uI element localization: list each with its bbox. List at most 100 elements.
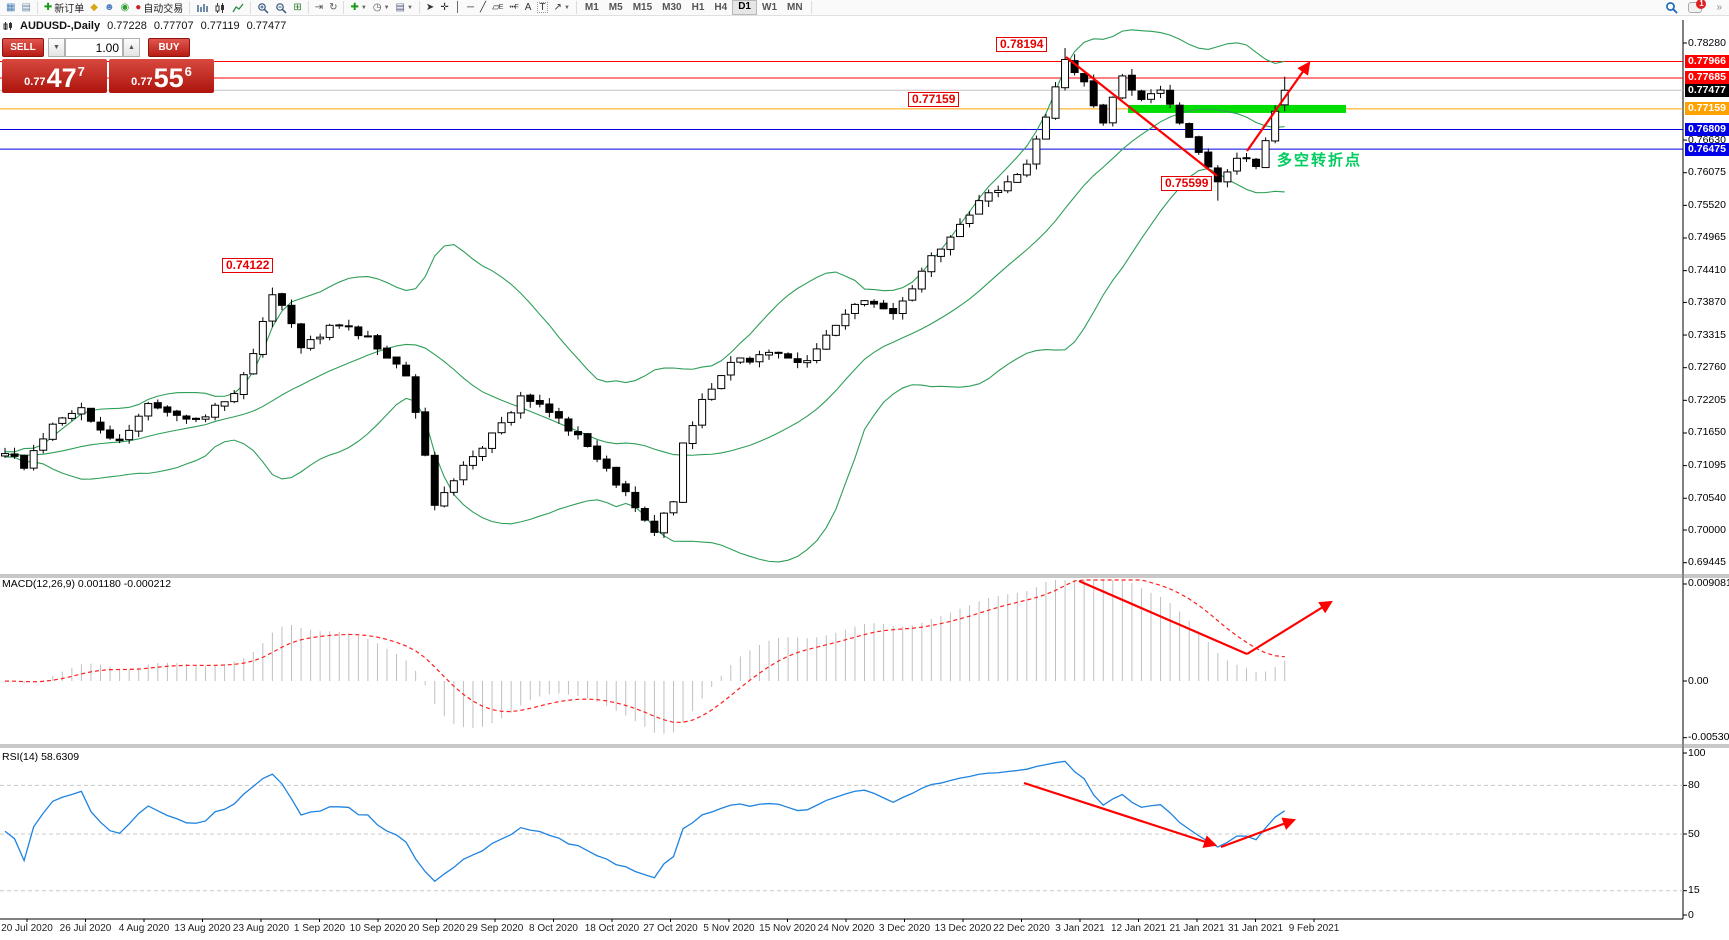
candle-body bbox=[211, 404, 220, 418]
timeframe-d1[interactable]: D1 bbox=[732, 0, 757, 15]
candle bbox=[29, 444, 38, 471]
indicators-button[interactable]: ✚ ▼ bbox=[350, 2, 367, 13]
volume-down-button[interactable]: ▼ bbox=[48, 38, 65, 57]
crosshair-tool[interactable]: ✛ bbox=[440, 2, 449, 13]
price-annotation[interactable]: 0.75599 bbox=[1161, 176, 1213, 191]
new-chart-icon[interactable]: ▦ bbox=[6, 2, 16, 13]
text-tool[interactable]: A bbox=[524, 2, 532, 13]
candle bbox=[574, 426, 582, 440]
candle bbox=[363, 330, 372, 338]
candle-body bbox=[411, 376, 420, 413]
candle bbox=[1213, 165, 1222, 201]
candle-body bbox=[698, 398, 707, 426]
fibonacci-tool[interactable]: ┅ F bbox=[509, 2, 519, 13]
bollinger-lower-band[interactable] bbox=[4, 168, 1285, 563]
macd-trend-arrow[interactable] bbox=[1246, 600, 1333, 655]
candle bbox=[182, 414, 191, 424]
support-zone-rectangle[interactable] bbox=[1128, 104, 1346, 113]
line-chart-icon[interactable] bbox=[229, 1, 247, 14]
buy-button[interactable]: BUY bbox=[148, 38, 190, 57]
candle-body bbox=[58, 417, 67, 424]
rsi-trend-arrow[interactable] bbox=[1023, 781, 1218, 848]
candle bbox=[488, 432, 497, 454]
candle bbox=[1175, 102, 1184, 125]
timeframe-w1[interactable]: W1 bbox=[762, 2, 777, 13]
sell-price-box[interactable]: 0.77 47 7 bbox=[2, 59, 107, 93]
sell-button[interactable]: SELL bbox=[2, 38, 44, 57]
timeframe-m15[interactable]: M15 bbox=[632, 2, 653, 13]
data-window-icon[interactable]: ▤ bbox=[21, 2, 31, 13]
periods-button[interactable]: ◷ ▼ bbox=[372, 2, 390, 13]
zoom-out-icon[interactable] bbox=[272, 1, 290, 14]
timeframe-m30[interactable]: M30 bbox=[662, 2, 682, 13]
timeframe-mn[interactable]: MN bbox=[787, 2, 803, 13]
candle-body bbox=[421, 411, 430, 456]
channel-tool[interactable]: ▱ E bbox=[492, 2, 504, 13]
profile-icon[interactable]: ☻ bbox=[104, 2, 115, 13]
candle bbox=[325, 323, 334, 341]
volume-input[interactable] bbox=[65, 38, 123, 57]
chart-title-bar: AUDUSD-,Daily 0.77228 0.77707 0.77119 0.… bbox=[3, 20, 286, 32]
notifications-icon[interactable]: 1 bbox=[1685, 0, 1707, 14]
bollinger-middle-band[interactable] bbox=[4, 108, 1285, 456]
timeframe-m1[interactable]: M1 bbox=[584, 2, 599, 13]
buy-price-box[interactable]: 0.77 55 6 bbox=[109, 59, 214, 93]
candlestick-chart-icon[interactable] bbox=[211, 1, 229, 14]
bollinger-upper-band[interactable] bbox=[4, 29, 1285, 453]
auto-scroll-icon[interactable]: ↻ bbox=[329, 2, 338, 13]
zoom-in-icon[interactable] bbox=[254, 1, 272, 14]
candle bbox=[373, 334, 382, 356]
sound-icon[interactable]: ◉ bbox=[120, 2, 130, 13]
candle bbox=[277, 292, 286, 311]
candle-body bbox=[1261, 140, 1270, 169]
macd-trend-arrow[interactable] bbox=[1078, 579, 1248, 656]
candle-body bbox=[1108, 96, 1117, 124]
price-annotation[interactable]: 0.77159 bbox=[908, 92, 960, 107]
candle-body bbox=[822, 334, 831, 350]
timeframe-h4[interactable]: H4 bbox=[714, 2, 728, 13]
main-trend-arrow[interactable] bbox=[1065, 56, 1218, 177]
trend-note-text[interactable]: 多空转折点 bbox=[1277, 152, 1363, 169]
tile-windows-icon[interactable]: ⊞ bbox=[293, 2, 302, 13]
candle-body bbox=[488, 432, 497, 449]
main-trend-arrow[interactable] bbox=[1246, 61, 1311, 152]
sell-price-big: 47 bbox=[46, 63, 77, 93]
candle bbox=[640, 506, 649, 522]
timeframe-h1[interactable]: H1 bbox=[691, 2, 705, 13]
vertical-line-tool[interactable]: │ bbox=[454, 2, 461, 13]
price-annotation[interactable]: 0.78194 bbox=[996, 37, 1048, 52]
candle-body bbox=[363, 335, 372, 338]
buy-price-small: 0.77 bbox=[131, 76, 153, 88]
volume-up-button[interactable]: ▲ bbox=[123, 38, 140, 57]
autotrading-button[interactable]: ● 自动交易 bbox=[135, 2, 184, 15]
expert-advisors-icon[interactable]: ◆ bbox=[90, 2, 98, 13]
new-order-button[interactable]: ✚ 新订单 bbox=[43, 2, 85, 15]
candle bbox=[812, 343, 821, 364]
candle-body bbox=[736, 357, 745, 363]
candle bbox=[1061, 48, 1070, 91]
horizontal-line-tool[interactable]: ─ bbox=[466, 2, 475, 13]
candle-body bbox=[1137, 90, 1146, 100]
arrows-tool[interactable]: ↗ ▼ bbox=[553, 2, 570, 13]
candle-body bbox=[621, 483, 630, 493]
templates-button[interactable]: ▤ ▼ bbox=[395, 2, 413, 13]
chart-shift-icon[interactable]: ⇥ bbox=[314, 2, 324, 13]
candle-body bbox=[688, 425, 697, 445]
candle-body bbox=[220, 401, 229, 407]
candle bbox=[1166, 84, 1175, 109]
price-annotation[interactable]: 0.74122 bbox=[222, 258, 274, 273]
timeframe-toolbar: M1 M5 M15 M30 H1 H4 D1 W1 MN bbox=[577, 0, 812, 15]
candle-body bbox=[545, 403, 554, 413]
rsi-trend-arrow[interactable] bbox=[1220, 817, 1297, 849]
label-tool[interactable]: T bbox=[537, 2, 548, 13]
candle bbox=[1194, 135, 1203, 155]
trendline-tool[interactable]: ╱ bbox=[480, 2, 487, 13]
toolbar-overflow-icon[interactable]: » bbox=[1716, 2, 1722, 13]
candle bbox=[927, 252, 936, 277]
candle-body bbox=[153, 402, 162, 409]
timeframe-m5[interactable]: M5 bbox=[608, 2, 623, 13]
bar-chart-icon[interactable] bbox=[193, 1, 211, 14]
cursor-tool[interactable]: ➤ bbox=[425, 2, 435, 13]
search-icon[interactable] bbox=[1662, 1, 1681, 14]
